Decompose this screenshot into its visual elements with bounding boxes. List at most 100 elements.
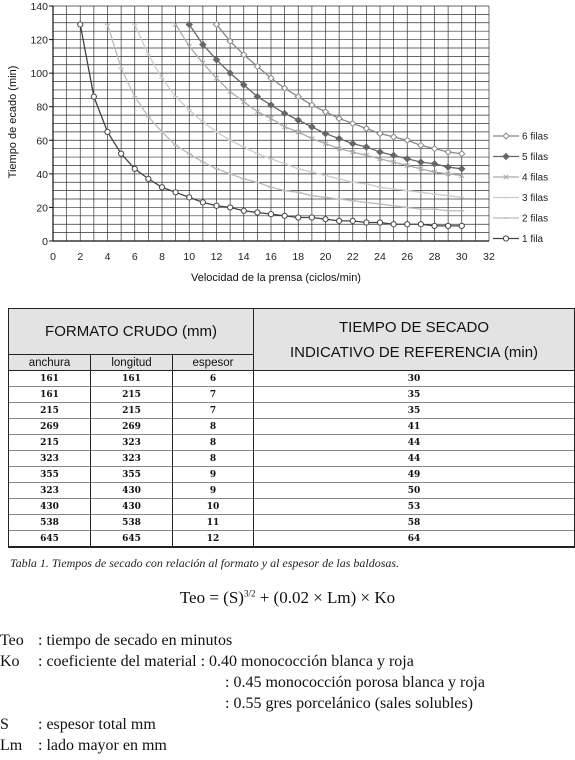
data-point bbox=[363, 152, 370, 159]
legend-label: 6 filas bbox=[522, 132, 548, 143]
legend-marker bbox=[502, 235, 510, 242]
table-row: 645 645 12 64 bbox=[8, 530, 575, 548]
data-point bbox=[350, 149, 356, 155]
formula-exponent: 3/2 bbox=[243, 588, 256, 599]
x-tick-label: 12 bbox=[211, 251, 223, 263]
data-point bbox=[376, 148, 384, 156]
formula-right: + (0.02 × Lm) × Ko bbox=[255, 588, 396, 607]
cell-espesor: 9 bbox=[172, 482, 254, 499]
data-point bbox=[213, 202, 220, 209]
data-point bbox=[430, 160, 439, 168]
x-tick-label: 28 bbox=[429, 251, 441, 263]
y-tick-label: 140 bbox=[30, 1, 48, 13]
cell-anchura: 215 bbox=[8, 434, 91, 451]
x-tick-label: 14 bbox=[238, 251, 250, 263]
cell-tiempo: 35 bbox=[253, 402, 575, 419]
data-point bbox=[458, 150, 466, 158]
data-point bbox=[430, 144, 439, 153]
cell-anchura: 161 bbox=[8, 370, 91, 387]
cell-longitud: 215 bbox=[90, 386, 173, 403]
x-axis-label: Velocidad de la prensa (ciclos/min) bbox=[191, 272, 361, 284]
data-point bbox=[90, 93, 97, 100]
legend-label: 5 filas bbox=[522, 152, 548, 163]
legend-marker bbox=[503, 174, 509, 180]
table-row: 355 355 9 49 bbox=[8, 466, 575, 483]
data-point bbox=[280, 84, 289, 92]
y-axis-label: Tiempo de ecado (min) bbox=[7, 66, 19, 179]
data-point bbox=[226, 37, 234, 45]
data-point bbox=[172, 189, 179, 196]
cell-anchura: 269 bbox=[8, 418, 91, 435]
cell-espesor: 7 bbox=[172, 386, 254, 403]
table-row: 215 215 7 35 bbox=[8, 402, 575, 419]
data-point bbox=[322, 140, 329, 147]
y-tick-label: 60 bbox=[36, 135, 48, 147]
cell-longitud: 538 bbox=[90, 514, 173, 531]
series-4 bbox=[132, 23, 465, 199]
table-row: 323 430 9 50 bbox=[8, 482, 575, 499]
cell-espesor: 8 bbox=[172, 434, 254, 451]
x-tick-label: 6 bbox=[132, 251, 138, 263]
data-point bbox=[254, 109, 261, 115]
data-point bbox=[308, 101, 316, 109]
data-point bbox=[321, 108, 330, 116]
data-point bbox=[240, 50, 248, 59]
data-point bbox=[321, 129, 330, 138]
x-tick-labels: 0 2 4 6 8 10 12 14 16 18 20 22 24 26 28 30 32 bbox=[50, 251, 495, 263]
x-tick-label: 20 bbox=[320, 251, 332, 263]
data-point bbox=[389, 133, 398, 141]
data-point bbox=[185, 20, 193, 29]
data-point bbox=[241, 99, 247, 105]
data-point bbox=[458, 165, 466, 173]
data-point bbox=[186, 194, 193, 201]
data-point bbox=[158, 184, 166, 191]
header-longitud: longitud bbox=[90, 354, 173, 371]
legend-label: 2 filas bbox=[522, 214, 548, 225]
chart-legend: 6 filas 5 filas 4 filas 3 filas 2 filas 1 fil… bbox=[491, 124, 561, 251]
data-point bbox=[172, 21, 179, 28]
data-point bbox=[444, 163, 452, 171]
definition-text: : lado mayor en mm bbox=[38, 737, 167, 754]
data-point bbox=[200, 60, 206, 66]
series-6 bbox=[77, 21, 465, 229]
cell-anchura: 430 bbox=[8, 498, 91, 515]
table-row: 161 215 7 35 bbox=[8, 386, 575, 403]
cell-longitud: 430 bbox=[90, 498, 173, 515]
header-formato-crudo: FORMATO CRUDO (mm) bbox=[8, 308, 254, 355]
header-tiempo-secado-line1: TIEMPO DE SECADO bbox=[338, 318, 490, 336]
data-point bbox=[403, 136, 411, 144]
data-point bbox=[362, 124, 371, 133]
y-tick-label: 0 bbox=[42, 236, 48, 248]
data-point bbox=[212, 56, 221, 64]
data-point bbox=[445, 222, 452, 229]
data-point bbox=[458, 222, 465, 229]
definition-symbol: Ko bbox=[0, 653, 20, 670]
data-point bbox=[227, 88, 233, 95]
x-tick-label: 32 bbox=[483, 251, 495, 263]
x-tick-label: 30 bbox=[456, 251, 468, 263]
y-tick-label: 100 bbox=[30, 68, 48, 80]
cell-tiempo: 41 bbox=[253, 418, 575, 435]
x-tick-label: 18 bbox=[292, 251, 304, 263]
y-tick-label: 80 bbox=[36, 102, 48, 114]
data-point bbox=[199, 199, 206, 206]
data-point bbox=[226, 69, 234, 77]
cell-anchura: 538 bbox=[8, 514, 91, 531]
data-point bbox=[131, 165, 138, 172]
data-point bbox=[295, 214, 302, 221]
data-point bbox=[404, 221, 411, 228]
data-point bbox=[309, 135, 315, 142]
series-5 bbox=[105, 23, 465, 212]
cell-tiempo: 53 bbox=[253, 498, 575, 515]
y-tick-label: 120 bbox=[30, 35, 48, 47]
data-point bbox=[268, 115, 274, 122]
data-point bbox=[240, 207, 247, 214]
data-point bbox=[417, 158, 425, 166]
data-point bbox=[444, 148, 452, 156]
cell-longitud: 269 bbox=[90, 418, 173, 435]
header-tiempo-secado-line2: INDICATIVO DE REFERENCIA (min) bbox=[289, 343, 539, 361]
series-2 bbox=[185, 20, 466, 173]
data-point bbox=[186, 43, 192, 49]
data-point bbox=[389, 151, 398, 160]
cell-tiempo: 58 bbox=[253, 514, 575, 531]
